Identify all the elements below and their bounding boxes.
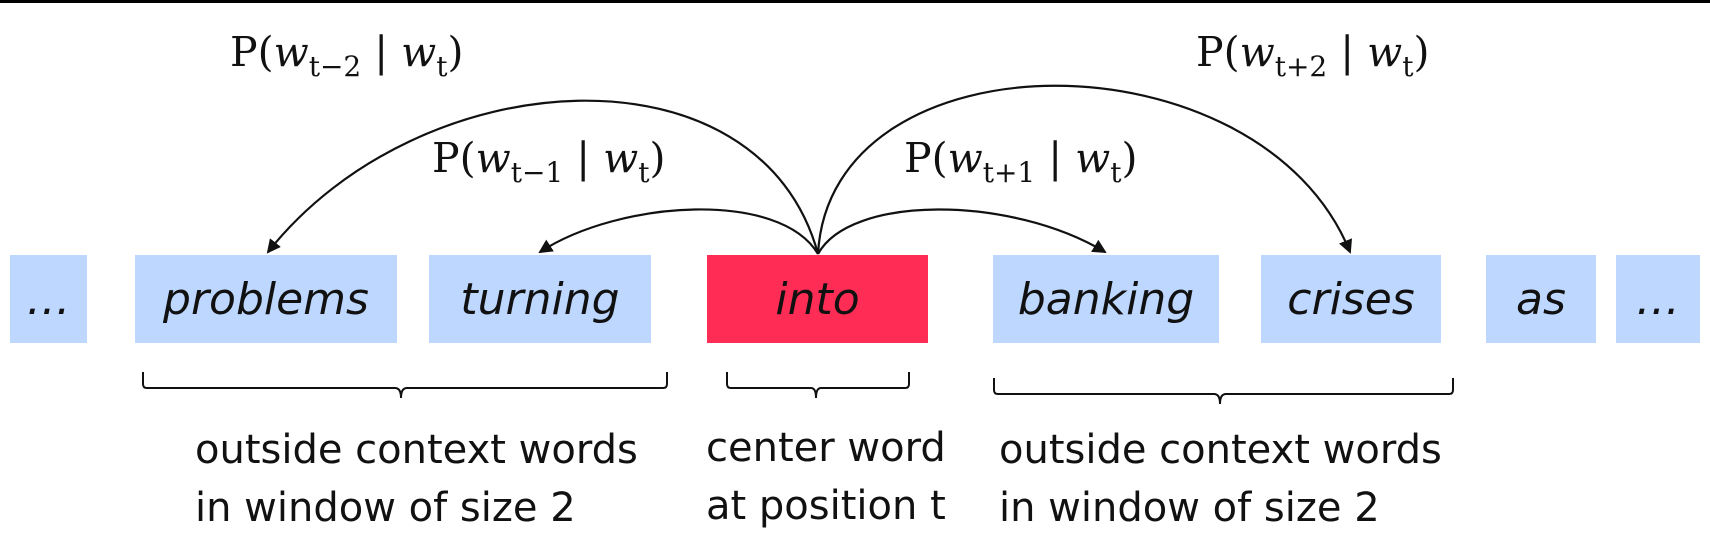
caption-center: center word at position t — [706, 419, 946, 535]
word-box-turning: turning — [429, 255, 651, 343]
caption-left-line-2: in window of size 2 — [195, 485, 576, 531]
brace-center — [726, 372, 910, 399]
caption-left-line-1: outside context words — [195, 427, 638, 473]
caption-right-line-1: outside context words — [999, 427, 1442, 473]
prob-label-t-plus-2: P(wt+2 | wt) — [1196, 28, 1430, 83]
arc-to-t-plus-2 — [816, 84, 1352, 255]
prob-label-t-plus-1: P(wt+1 | wt) — [904, 134, 1138, 189]
word-box-ellipsis-left: … — [10, 255, 87, 343]
word-box-ellipsis-right: … — [1616, 255, 1700, 343]
arc-to-t-minus-2 — [266, 99, 820, 255]
caption-right-line-2: in window of size 2 — [999, 485, 1380, 531]
caption-center-line-1: center word — [706, 425, 946, 471]
word-box-problems: problems — [135, 255, 397, 343]
word-box-crises: crises — [1261, 255, 1441, 343]
prob-label-t-minus-2: P(wt−2 | wt) — [230, 28, 464, 83]
brace-left-context — [142, 372, 668, 399]
caption-center-line-2: at position t — [706, 483, 946, 529]
arc-to-t-minus-1 — [538, 208, 819, 255]
arc-to-t-plus-1 — [817, 208, 1107, 255]
brace-right-context — [993, 378, 1454, 405]
top-border-line — [0, 0, 1710, 3]
word-box-center-into: into — [707, 255, 928, 343]
word-box-as: as — [1486, 255, 1596, 343]
prob-label-t-minus-1: P(wt−1 | wt) — [432, 134, 666, 189]
caption-left-context: outside context words in window of size … — [195, 421, 638, 537]
word-box-banking: banking — [993, 255, 1219, 343]
caption-right-context: outside context words in window of size … — [999, 421, 1442, 537]
